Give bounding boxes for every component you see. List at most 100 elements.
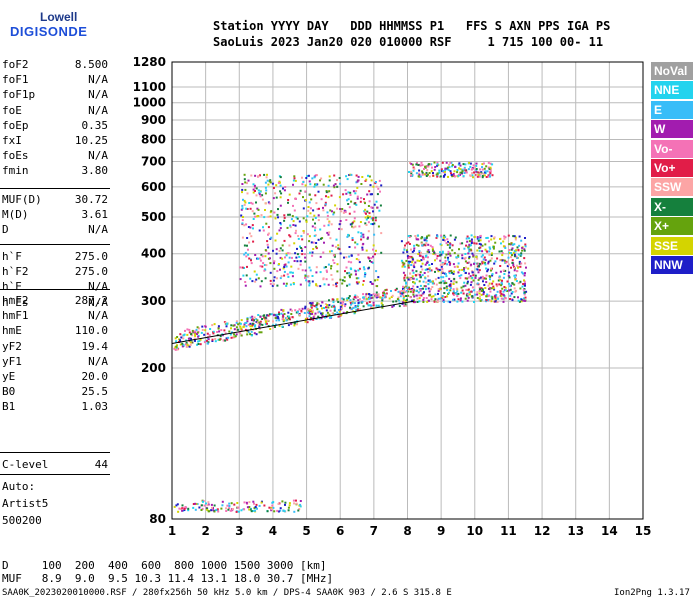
echo-point <box>316 174 318 177</box>
x-tick-label: 1 <box>168 524 176 538</box>
echo-point <box>446 295 449 298</box>
echo-point <box>327 196 330 199</box>
echo-point <box>355 277 358 280</box>
echo-point <box>412 285 415 288</box>
echo-point <box>354 270 357 273</box>
echo-point <box>380 184 383 187</box>
echo-point <box>442 171 445 174</box>
echo-point <box>457 262 460 265</box>
echo-point <box>338 177 341 179</box>
echo-point <box>287 324 290 327</box>
echo-point <box>462 163 465 166</box>
echo-point <box>510 248 513 251</box>
echo-point <box>357 269 360 272</box>
echo-point <box>214 340 217 343</box>
echo-point <box>279 247 282 250</box>
echo-point <box>433 161 436 164</box>
echo-point <box>318 317 321 320</box>
echo-point <box>179 343 182 346</box>
echo-point <box>347 198 350 201</box>
echo-point <box>466 282 469 285</box>
echo-point <box>352 306 355 309</box>
x-tick-label: 7 <box>370 524 378 538</box>
echo-point <box>480 276 482 279</box>
echo-point <box>323 224 326 227</box>
echo-point <box>471 295 474 298</box>
echo-point <box>327 224 330 227</box>
echo-point <box>455 256 458 259</box>
echo-point <box>317 219 320 222</box>
echo-point <box>241 219 244 222</box>
echo-point <box>488 246 491 249</box>
echo-point <box>353 220 356 223</box>
echo-point <box>427 256 429 259</box>
echo-point <box>432 295 435 298</box>
echo-point <box>511 261 514 264</box>
echo-point <box>475 170 478 173</box>
echo-point <box>458 248 460 251</box>
echo-point <box>283 319 286 322</box>
echo-point <box>433 300 436 303</box>
echo-point <box>377 276 380 279</box>
echo-point <box>524 282 526 285</box>
echo-point <box>231 331 233 334</box>
echo-point <box>518 262 521 265</box>
echo-point <box>309 310 312 313</box>
echo-point <box>297 237 300 240</box>
echo-point <box>456 290 459 293</box>
echo-point <box>501 279 503 282</box>
echo-point <box>345 266 348 269</box>
echo-point <box>502 294 505 297</box>
echo-point <box>253 316 256 319</box>
echo-point <box>289 224 292 227</box>
echo-point <box>373 203 376 206</box>
echo-point <box>444 296 447 298</box>
echo-point <box>422 258 425 261</box>
echo-point <box>265 189 268 192</box>
echo-point <box>244 328 247 331</box>
echo-point <box>370 261 373 263</box>
echo-point <box>508 282 511 285</box>
echo-point <box>224 321 227 324</box>
echo-point <box>404 301 407 304</box>
echo-point <box>229 333 232 336</box>
echo-point <box>235 326 238 329</box>
echo-point <box>456 265 459 268</box>
param-label: foF1p <box>2 88 36 102</box>
echo-point <box>249 333 252 336</box>
echo-point <box>268 506 271 509</box>
echo-point <box>270 210 273 213</box>
echo-point <box>430 163 433 166</box>
echo-point <box>213 510 216 513</box>
echo-point <box>513 249 516 252</box>
echo-point <box>449 262 452 265</box>
echo-point <box>516 270 518 273</box>
echo-point <box>279 196 282 199</box>
echo-point <box>264 209 266 211</box>
echo-point <box>264 202 267 205</box>
echo-point <box>402 301 405 304</box>
param-row: M(D) 3.61 <box>2 208 108 222</box>
echo-point <box>450 174 453 176</box>
echo-point <box>181 342 184 345</box>
echo-point <box>518 244 521 247</box>
echo-point <box>283 239 286 242</box>
echo-point <box>354 246 357 249</box>
echo-point <box>313 185 316 188</box>
echo-point <box>507 274 510 277</box>
echo-point <box>365 297 368 300</box>
echo-point <box>269 179 272 182</box>
echo-point <box>275 252 278 255</box>
echo-point <box>370 306 372 309</box>
echo-point <box>499 290 502 293</box>
echo-point <box>513 235 516 238</box>
echo-point <box>465 237 468 240</box>
echo-point <box>511 259 514 262</box>
echo-point <box>458 269 461 272</box>
echo-point <box>318 207 320 210</box>
echo-point <box>369 260 371 262</box>
echo-point <box>251 210 254 213</box>
echo-point <box>311 251 314 254</box>
y-tick-label: 400 <box>141 247 166 261</box>
echo-point <box>499 291 502 294</box>
